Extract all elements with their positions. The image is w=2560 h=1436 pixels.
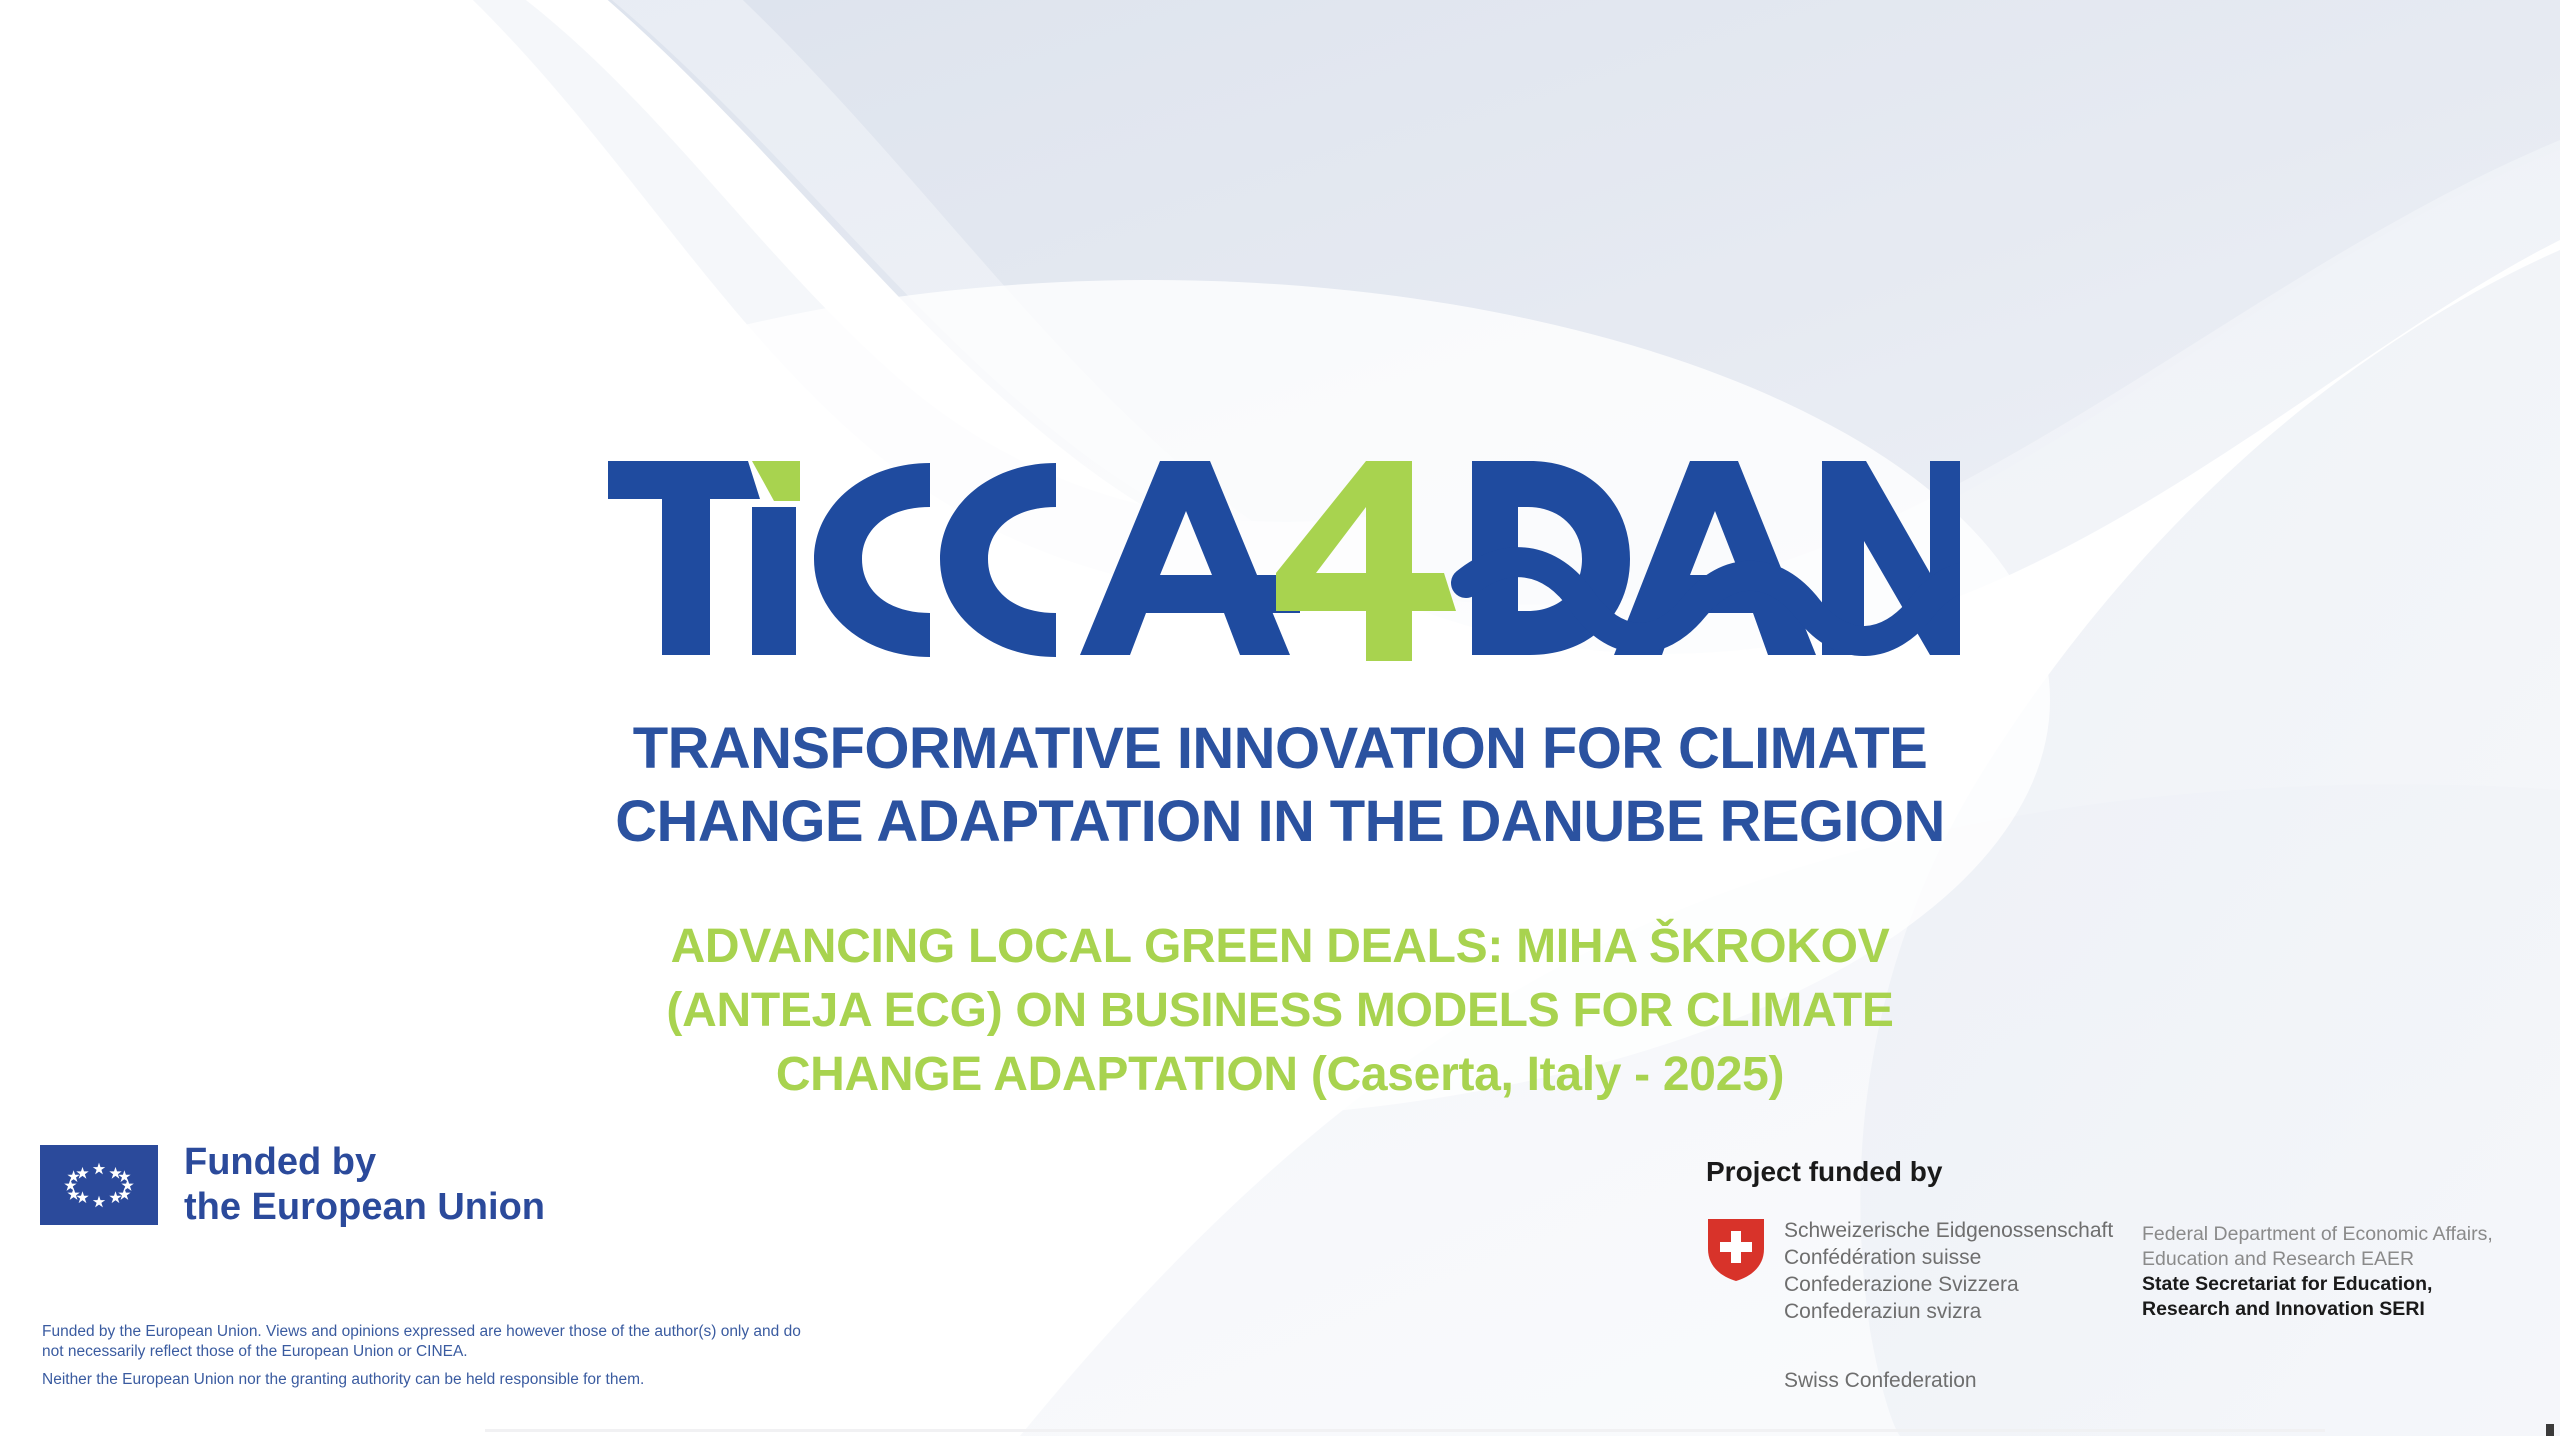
european-union-flag-icon <box>40 1145 158 1225</box>
swiss-coat-of-arms-icon <box>1706 1217 1766 1283</box>
seri-line-3: State Secretariat for Education, <box>2142 1273 2433 1295</box>
seri-line-4: Research and Innovation SERI <box>2142 1298 2425 1320</box>
swiss-funding-block: Project funded by Schweizerische Eidgeno… <box>1706 1155 2113 1394</box>
swiss-name-de: Schweizerische Eidgenossenschaft <box>1784 1219 2114 1242</box>
subtitle-line-1: ADVANCING LOCAL GREEN DEALS: MIHA ŠKROKO… <box>670 920 1890 973</box>
eu-funding-block: Funded by the European Union <box>40 1140 545 1230</box>
ticca4danu-logo-mark <box>608 461 1960 661</box>
slide-subtitle: ADVANCING LOCAL GREEN DEALS: MIHA ŠKROKO… <box>0 915 2560 1107</box>
logo-river-wave <box>1451 547 1960 656</box>
eu-funded-line-2: the European Union <box>184 1186 545 1228</box>
swiss-name-fr: Confédération suisse <box>1784 1246 1982 1269</box>
project-logo <box>600 455 1960 670</box>
slide-title: TRANSFORMATIVE INNOVATION FOR CLIMATE CH… <box>0 712 2560 858</box>
seri-line-1: Federal Department of Economic Affairs, <box>2142 1223 2493 1245</box>
video-progress-bar[interactable] <box>485 1429 2325 1432</box>
logo-accent-tittle <box>752 461 800 501</box>
swiss-name-rm: Confederaziun svizra <box>1784 1300 1982 1323</box>
swiss-logo-row: Schweizerische Eidgenossenschaft Confédé… <box>1706 1217 2113 1325</box>
player-corner-marker <box>2546 1424 2554 1436</box>
eu-disclaimer-paragraph-2: Neither the European Union nor the grant… <box>42 1371 645 1388</box>
eu-logo-row: Funded by the European Union <box>40 1140 545 1230</box>
project-funded-by-label: Project funded by <box>1706 1156 1943 1187</box>
eu-disclaimer-paragraph-1: Funded by the European Union. Views and … <box>42 1323 801 1360</box>
eu-funded-line-1: Funded by <box>184 1141 377 1183</box>
subtitle-line-3: CHANGE ADAPTATION (Caserta, Italy - 2025… <box>775 1048 1785 1101</box>
logo-left-blue-letters <box>608 461 1300 657</box>
seri-department-block: Federal Department of Economic Affairs, … <box>2142 1222 2493 1322</box>
title-line-2: CHANGE ADAPTATION IN THE DANUBE REGION <box>615 789 1945 854</box>
swiss-confederation-label: Swiss Confederation <box>1784 1369 1977 1392</box>
eu-disclaimer: Funded by the European Union. Views and … <box>42 1322 822 1390</box>
subtitle-line-2: (ANTEJA ECG) ON BUSINESS MODELS FOR CLIM… <box>666 984 1894 1037</box>
title-line-1: TRANSFORMATIVE INNOVATION FOR CLIMATE <box>632 716 1928 781</box>
swiss-name-it: Confederazione Svizzera <box>1784 1273 2019 1296</box>
swiss-confederation-names: Schweizerische Eidgenossenschaft Confédé… <box>1784 1217 2113 1325</box>
seri-line-2: Education and Research EAER <box>2142 1248 2415 1270</box>
logo-green-four <box>1276 461 1456 661</box>
eu-funded-label: Funded by the European Union <box>184 1140 545 1230</box>
